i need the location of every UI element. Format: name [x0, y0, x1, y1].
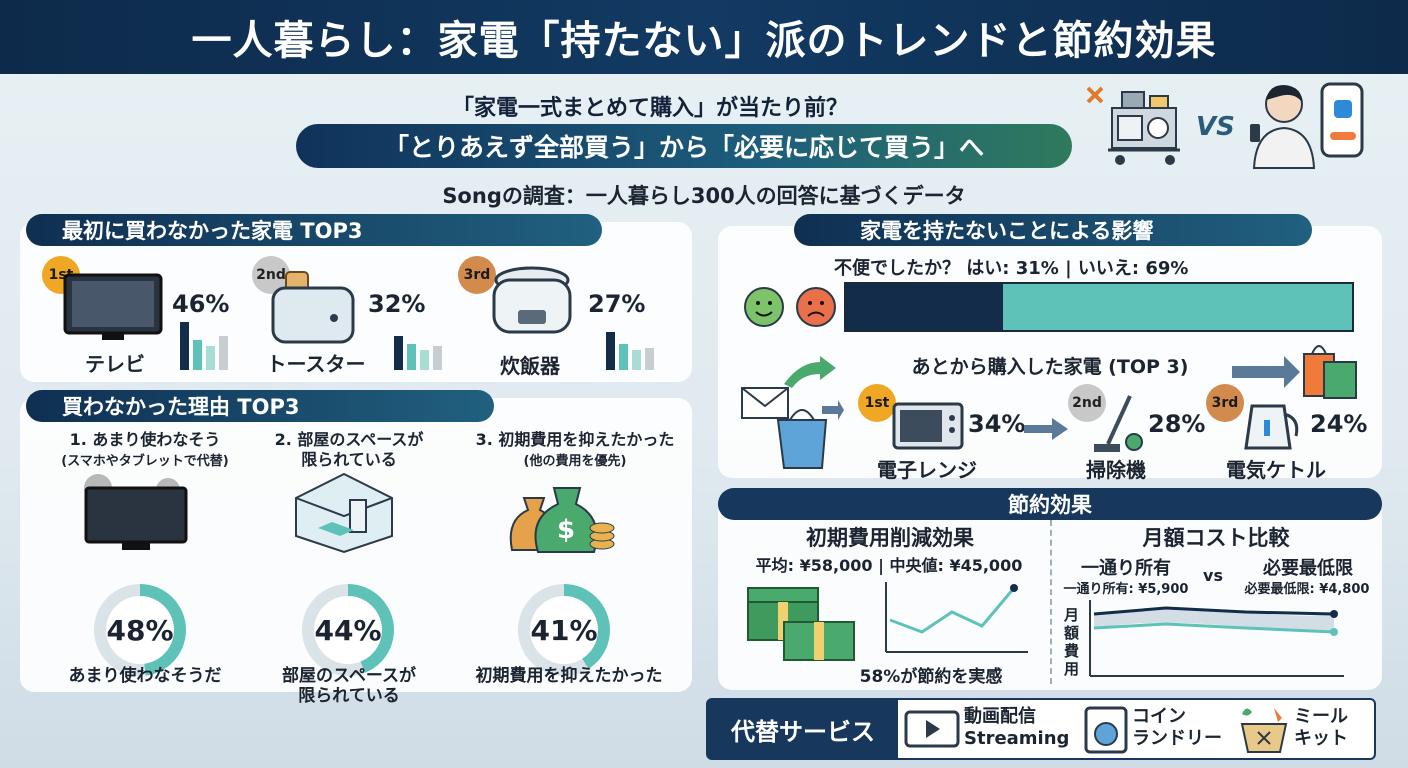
top3-percent-2: 32% [368, 290, 426, 318]
alt-streaming-label: 動画配信 [964, 706, 1036, 727]
savings-trend-line [885, 582, 1028, 653]
later-percent-2: 28% [1148, 410, 1206, 438]
impact-heading: 家電を持たないことによる影響 [794, 214, 1312, 246]
monthly-cost-chart [1089, 600, 1344, 677]
later-rank-3: 3rd [1206, 384, 1244, 422]
savings-heading: 節約効果 [718, 488, 1382, 520]
alt-laundry-sub: ランドリー [1132, 728, 1222, 749]
top3-name-1: テレビ [85, 352, 145, 376]
top3-bars-1 [180, 320, 234, 370]
reason-caption-3: 初期費用を抑えたかった [475, 666, 663, 686]
monthly-vs: vs [1203, 566, 1223, 585]
top3-name-3: 炊飯器 [500, 354, 560, 378]
initial-title: 初期費用削減効果 [806, 526, 974, 550]
rank-badge-3: 3rd [458, 256, 496, 294]
alternatives-bar: 代替サービス 動画配信 Streaming コイン ランドリー ミール キット [706, 698, 1376, 760]
top3-percent-1: 46% [172, 290, 230, 318]
reasons-heading: 買わなかった理由 TOP3 [26, 390, 494, 422]
top3-bars-3 [606, 320, 660, 370]
reason-donut-2: 44% [302, 584, 394, 676]
reason-percent-3: 41% [530, 596, 598, 664]
reason-note-3: (他の費用を優先) [523, 454, 627, 469]
title-banner: 一人暮らし：家電「持たない」派のトレンドと節約効果 [0, 0, 1408, 74]
rice-cooker-icon [492, 266, 572, 334]
reason-title-1: 1. あまり使わなそう [69, 430, 221, 449]
shopping-bags-icon [1232, 345, 1357, 399]
reason-note-1: (スマホやタブレットで代替) [61, 454, 229, 469]
reason-percent-1: 48% [106, 596, 174, 664]
dusty-tv-icon [84, 474, 188, 550]
monthly-axis-label: 月額費用 [1064, 606, 1080, 678]
reason-title-3: 3. 初期費用を抑えたかった [475, 430, 675, 449]
alt-mealkit: ミール キット [1294, 706, 1348, 750]
later-percent-3: 24% [1310, 410, 1368, 438]
kettle-icon [1244, 404, 1299, 450]
reason-donut-3: 41% [518, 584, 610, 676]
impact-question: 不便でしたか？ はい: 31% | いいえ: 69% [834, 258, 1189, 279]
alt-mealkit-label: ミール [1294, 706, 1348, 727]
monthly-title: 月額コスト比較 [1142, 526, 1290, 550]
top3-percent-3: 27% [588, 290, 646, 318]
later-name-1: 電子レンジ [877, 458, 977, 482]
inconvenience-yes-fill [846, 284, 1003, 330]
small-room-icon [295, 472, 393, 554]
alt-streaming: 動画配信 Streaming [964, 706, 1069, 750]
intro-question: 「家電一式まとめて購入」が当たり前？ [451, 96, 848, 121]
alt-laundry: コイン ランドリー [1132, 706, 1222, 750]
initial-caption: 58%が節約を実感 [859, 667, 1003, 687]
reason-percent-2: 44% [314, 596, 382, 664]
cash-stack-icon [747, 587, 855, 661]
arrow-right-icon [1024, 418, 1068, 440]
monthly-left-label: 一通り所有 [1081, 558, 1171, 579]
vs-label: VS [1196, 112, 1235, 142]
later-name-2: 掃除機 [1086, 458, 1146, 482]
monthly-right-value: 必要最低限: ¥4,800 [1244, 582, 1370, 597]
microwave-icon [892, 402, 964, 450]
monthly-right-label: 必要最低限 [1263, 558, 1353, 579]
alternatives-heading: 代替サービス [708, 700, 898, 758]
envelope-shopping-icon [741, 356, 844, 469]
tv-icon [63, 273, 163, 340]
inconvenience-bar [844, 282, 1354, 332]
reason-caption-1: あまり使わなそうだ [68, 666, 222, 686]
reason-title-2: 2. 部屋のスペースが 限られている [274, 430, 424, 469]
later-percent-1: 34% [968, 410, 1026, 438]
top3-name-2: トースター [266, 352, 366, 376]
savings-divider [1050, 520, 1052, 684]
appliance-cart-icon [1086, 86, 1180, 165]
reason-caption-2: 部屋のスペースが 限られている [282, 666, 416, 706]
monthly-left-value: 一通り所有: ¥5,900 [1063, 582, 1189, 597]
alt-laundry-label: コイン [1132, 706, 1186, 727]
toaster-icon [271, 271, 355, 344]
reason-donut-1: 48% [94, 584, 186, 676]
later-rank-1: 1st [858, 384, 896, 422]
later-name-3: 電気ケトル [1226, 458, 1326, 482]
page-title: 一人暮らし：家電「持たない」派のトレンドと節約効果 [191, 18, 1217, 64]
intro-section: VS 「家電一式まとめて購入」が当たり前？ 「とりあえず全部買う」から「必要に応… [0, 76, 1408, 172]
person-with-phone-icon [1250, 82, 1364, 169]
initial-stats: 平均: ¥58,000 | 中央値: ¥45,000 [755, 556, 1023, 575]
later-rank-2: 2nd [1068, 384, 1106, 422]
top3-bars-2 [394, 320, 448, 370]
later-heading: あとから購入した家電 (TOP 3) [911, 356, 1189, 378]
svg-text:$: $ [557, 515, 575, 545]
video-streaming-icon [904, 710, 960, 748]
meal-kit-icon [1240, 708, 1288, 753]
alt-streaming-sub: Streaming [964, 728, 1070, 749]
money-bag-icon: $ [509, 487, 615, 553]
survey-note: Songの調査：一人暮らし300人の回答に基づくデータ [442, 184, 966, 208]
intro-banner: 「とりあえず全部買う」から「必要に応じて買う」へ [296, 124, 1072, 168]
top3-heading: 最初に買わなかった家電 TOP3 [26, 214, 602, 246]
alt-mealkit-sub: キット [1294, 728, 1348, 749]
washing-machine-icon [1084, 706, 1128, 754]
smile-frown-icons [744, 287, 836, 327]
vacuum-icon [1094, 395, 1143, 452]
